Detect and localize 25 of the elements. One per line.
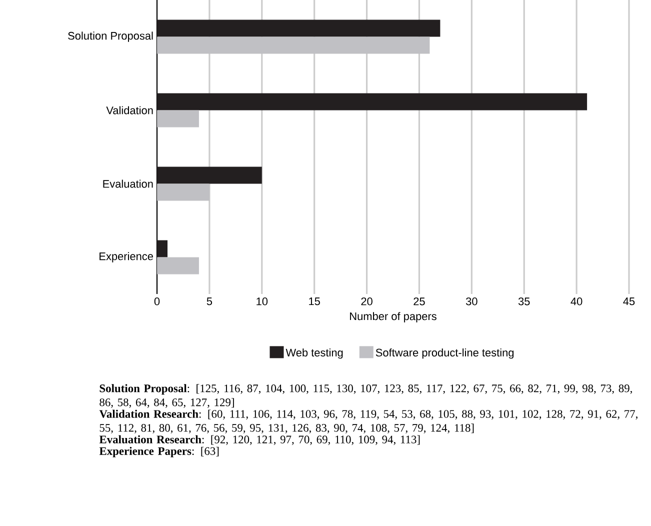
bar [157, 20, 440, 37]
x-tick-label: 20 [361, 298, 372, 306]
x-tick-label: 0 [154, 298, 160, 306]
y-tick-label: Evaluation [103, 180, 153, 188]
text: Solution Proposal: [125, 116, 87, 104, 100, 115, 130, 107, 123, 85, 117, 122, 67, 75, 66, 82, 71, 99, 98, 73, 89, 86, 58, 64, 84, 65, 127, 129] [100, 384, 632, 408]
x-tick-label: 25 [414, 298, 425, 306]
bar [157, 166, 262, 184]
y-tick-label: Experience [100, 252, 153, 262]
legend-label: Software product-line testing [376, 348, 514, 359]
x-tick-label: 40 [570, 298, 582, 306]
bar [157, 93, 588, 110]
legend-label: Web testing [286, 348, 343, 359]
x-tick-label: 45 [623, 298, 635, 306]
text: Validation Research: [60, 111, 106, 114, 103, 96, 78, 119, 54, 53, 68, 105, 88, 93, 101, 102, 128, 72, 91, 62, 77, 55, 112, 81, 80, 61, 76, 56, 59, 95, 131, 126, 83, 90, 74, 108, 57, 79, 124, 118] [99, 410, 638, 434]
x-tick-label: 30 [466, 298, 478, 306]
y-tick-label: Solution Proposal [68, 32, 153, 42]
x-tick-label: 35 [518, 298, 530, 306]
x-tick-label: 5 [206, 298, 212, 306]
text: Evaluation Research: [92, 120, 121, 97, 70, 69, 110, 109, 94, 113] [99, 435, 420, 446]
x-tick-label: 10 [256, 298, 268, 306]
y-tick-label: Validation [106, 106, 153, 114]
x-axis-title: Number of papers [350, 312, 436, 322]
bar [157, 240, 168, 258]
text: Experience Papers: [63] [99, 446, 219, 458]
x-tick-label: 15 [309, 298, 320, 306]
